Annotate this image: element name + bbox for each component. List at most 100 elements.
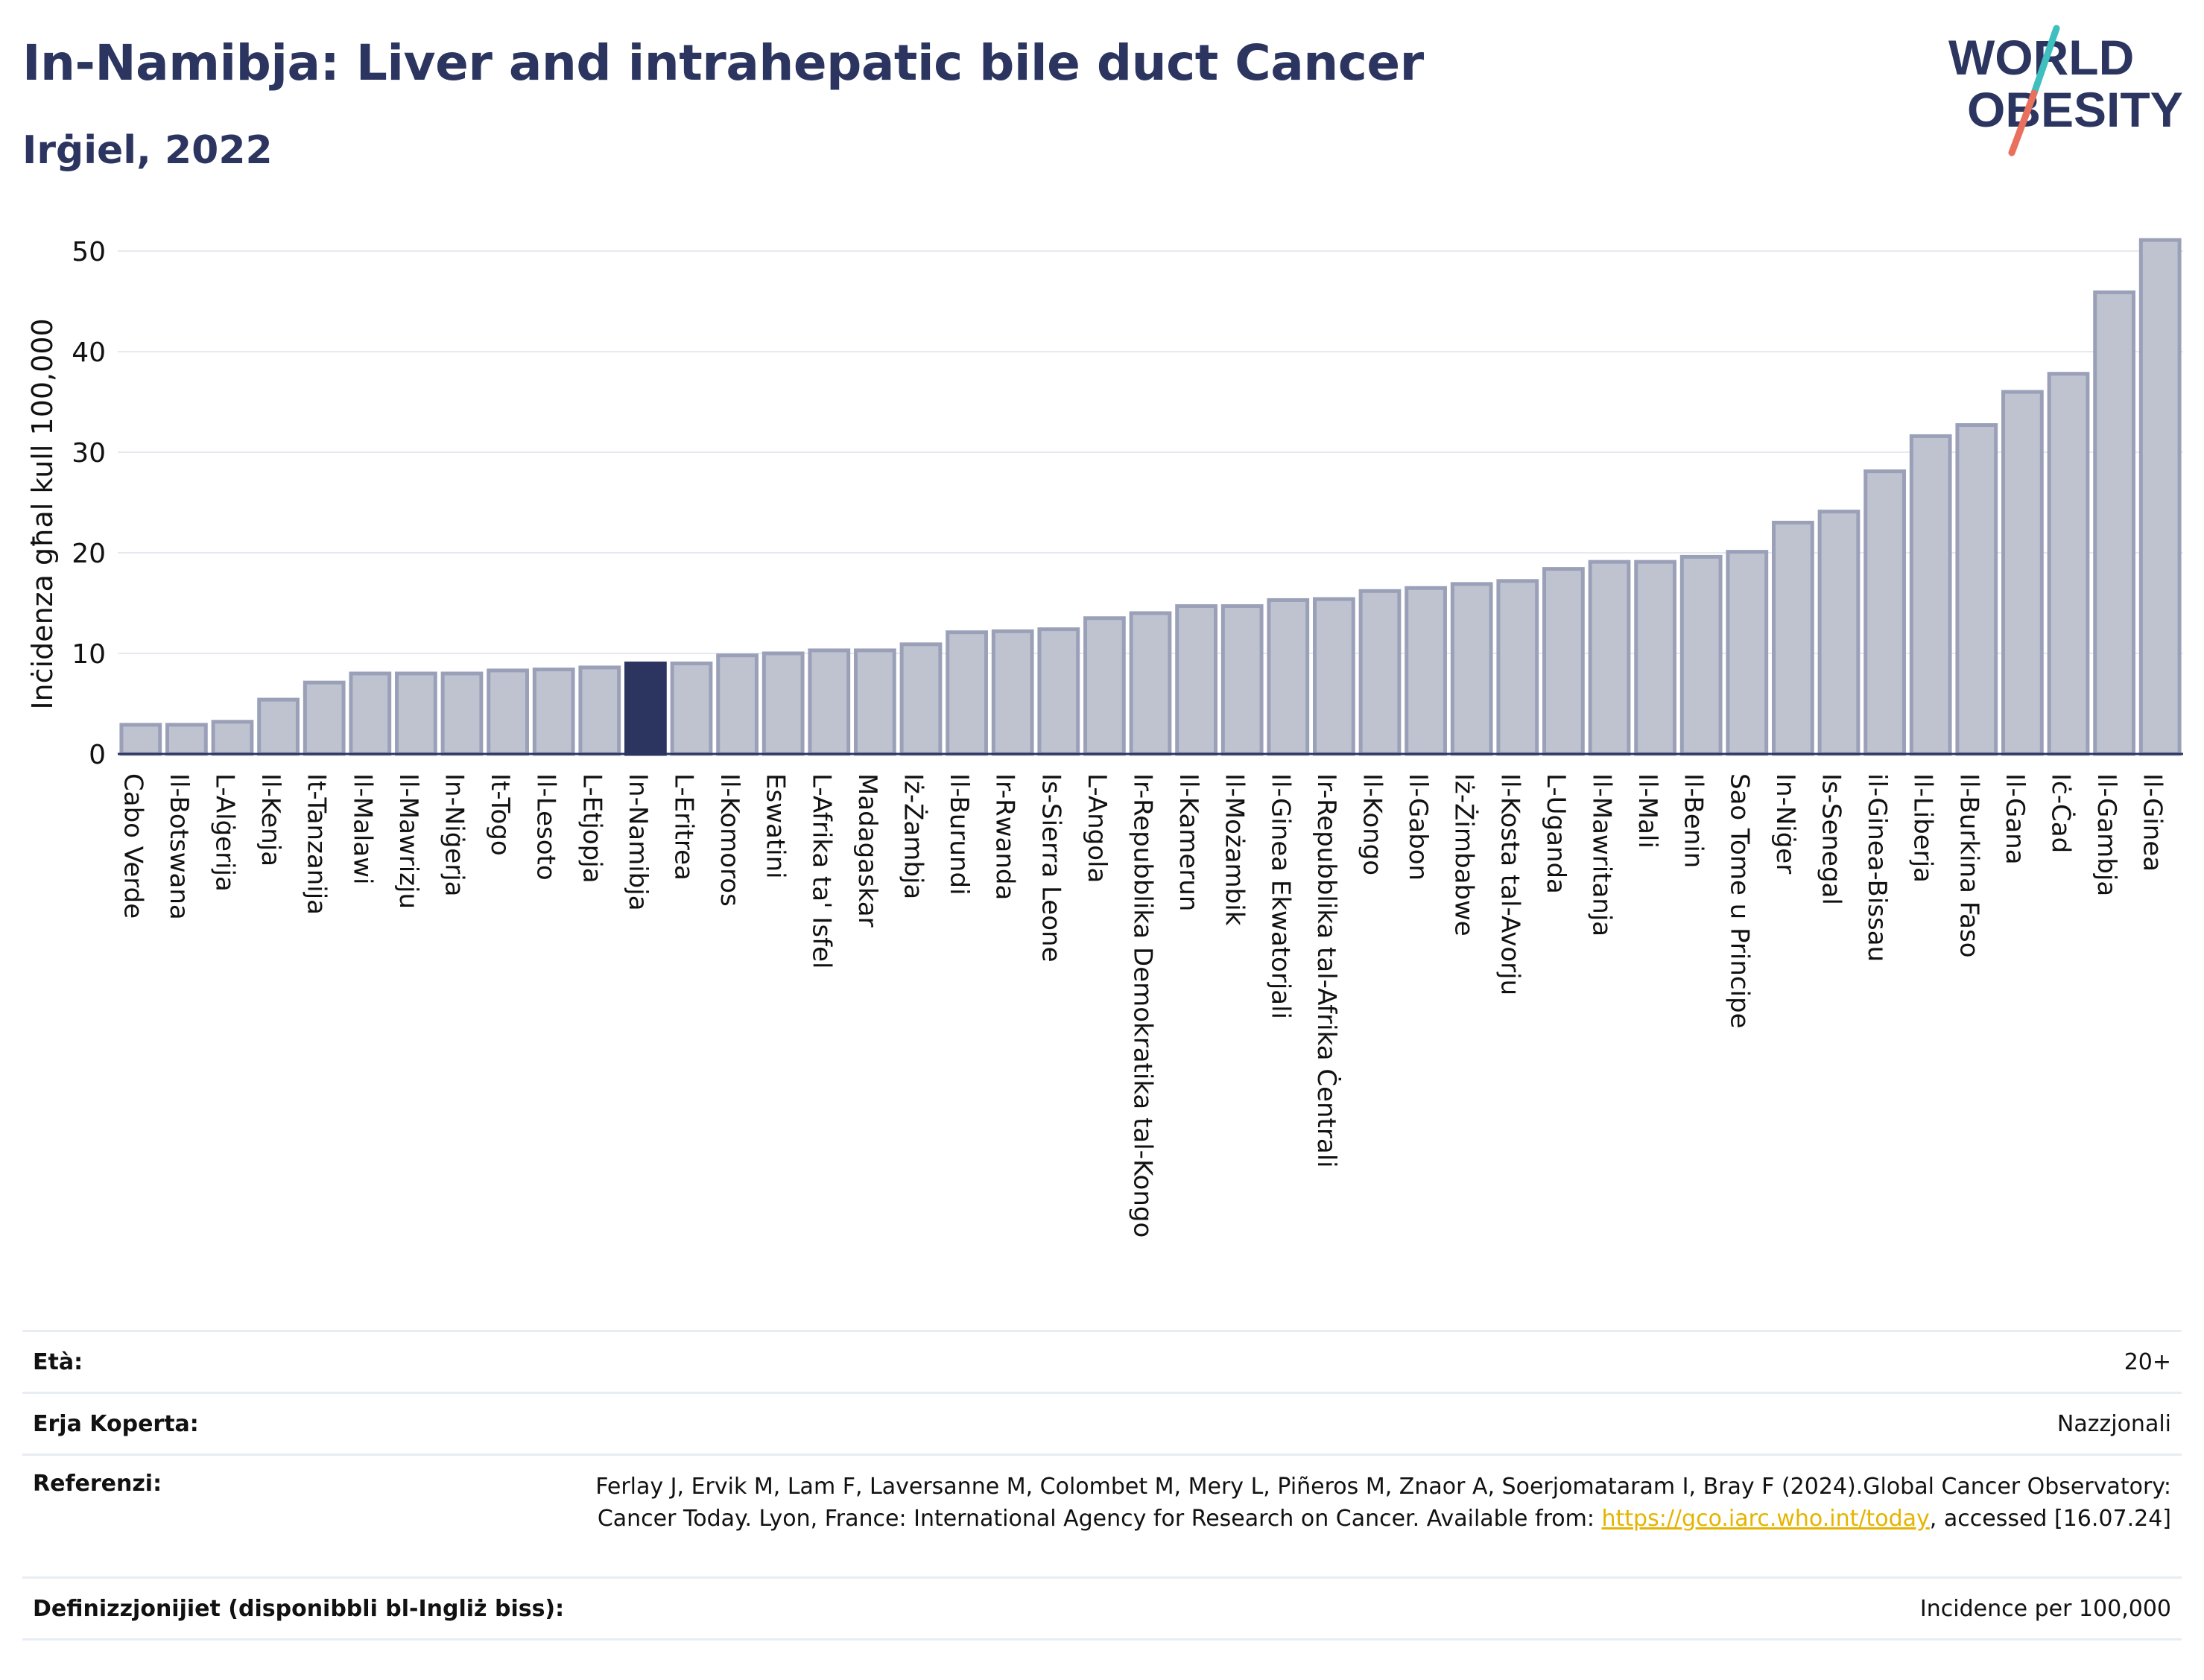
bar: [1267, 597, 1310, 756]
x-tick-label: Il-Komoros: [715, 773, 744, 907]
bar: [257, 697, 300, 756]
y-tick-label: 20: [72, 539, 106, 569]
chart-subtitle: Irġiel, 2022: [22, 128, 273, 173]
logo-slash-teal: [2030, 25, 2060, 97]
bar: [2047, 372, 2090, 756]
chart-title: In-Namibja: Liver and intrahepatic bile …: [22, 34, 1424, 92]
bar: [1955, 423, 1998, 756]
x-tick-label: Il-Liberja: [1908, 773, 1938, 883]
bar: [1542, 567, 1585, 756]
bar: [1450, 582, 1493, 756]
x-tick-label: Il-Lesoto: [531, 773, 561, 881]
bar: [1817, 510, 1861, 756]
bar: [854, 648, 896, 756]
x-tick-label: L-Eritrea: [669, 773, 699, 881]
x-tick-label: L-Uganda: [1541, 773, 1571, 894]
bar: [1405, 586, 1447, 756]
bar: [2138, 238, 2182, 756]
references-link[interactable]: https://gco.iarc.who.int/today: [1601, 1506, 1930, 1532]
x-tick-label: Il-Kenja: [256, 773, 285, 866]
y-tick-label: 50: [72, 237, 106, 267]
x-tick-label: Iż-Żimbabwe: [1449, 773, 1479, 936]
bar: [2001, 390, 2044, 756]
bar: [487, 668, 529, 756]
bar: [1037, 627, 1080, 756]
bar: [1358, 589, 1402, 756]
x-tick-label: Il-Ginea Ekwatorjali: [1265, 773, 1295, 1019]
y-axis-ticks: 0 10 20 30 40 50: [72, 237, 106, 770]
x-tick-label: Il-Botswana: [164, 773, 194, 920]
bar: [716, 653, 759, 756]
logo-line2: OBESITY: [1967, 82, 2183, 137]
coverage-row: Erja Koperta: Nazzjonali: [22, 1392, 2182, 1454]
x-tick-label: Il-Gana: [2000, 773, 2030, 865]
bars: [119, 238, 2182, 756]
y-axis-label: Inċidenza għal kull 100,000: [26, 318, 59, 709]
bar: [395, 671, 437, 756]
world-obesity-logo: WORLD OBESITY: [1948, 25, 2183, 156]
x-tick-label: L-Afrika ta' Isfel: [806, 773, 836, 969]
bar: [624, 662, 667, 756]
x-tick-label: Madagaskar: [852, 773, 882, 928]
definitions-row: Definizzjonijiet (disponibbli bl-Ingliż …: [22, 1576, 2182, 1641]
bar: [440, 671, 484, 756]
age-label: Età:: [33, 1348, 83, 1375]
x-tick-label: Eswatini: [761, 773, 791, 879]
bar: [991, 629, 1034, 756]
age-value: 20+: [2124, 1348, 2171, 1375]
x-tick-label: Il-Kamerun: [1174, 773, 1203, 911]
x-tick-label: Il-Burundi: [944, 773, 974, 896]
x-tick-label: In-Niġerja: [440, 773, 469, 896]
x-tick-label: Il-Burkina Faso: [1954, 773, 1983, 958]
references-value: Ferlay J, Ervik M, Lam F, Laversanne M, …: [569, 1471, 2171, 1535]
bar: [211, 720, 254, 756]
x-tick-label: Il-Możambik: [1220, 773, 1250, 926]
x-tick-label: Il-Mawrizju: [393, 773, 423, 909]
references-text: Ferlay J, Ervik M, Lam F, Laversanne M, …: [595, 1474, 2171, 1532]
bar: [1634, 560, 1676, 756]
x-tick-label: L-Etjopja: [577, 773, 607, 884]
bar: [899, 642, 943, 756]
bar: [1909, 434, 1952, 756]
bar: [165, 723, 208, 756]
x-tick-label: Ir-Repubblika Demokratika tal-Kongo: [1128, 773, 1158, 1237]
bar: [946, 630, 988, 756]
y-tick-label: 10: [72, 639, 106, 670]
bar: [303, 680, 346, 756]
x-tick-label: Ir-Repubblika tal-Afrika Ċentrali: [1311, 773, 1342, 1168]
bar: [1863, 469, 1906, 756]
bar: [670, 662, 713, 756]
bar-chart: 0 10 20 30 40 50 Cabo Verde Il-Botswana L-Alġer…: [26, 237, 2183, 1237]
bar: [1083, 616, 1126, 756]
x-tick-label: Cabo Verde: [118, 773, 148, 919]
x-tick-label: Iż-Żambja: [899, 773, 928, 899]
bar: [1175, 604, 1217, 756]
references-label: Referenzi:: [33, 1471, 162, 1497]
y-tick-label: 30: [72, 438, 106, 469]
x-tick-label: Ir-Rwanda: [990, 773, 1020, 900]
x-tick-label: il-Ginea-Bissau: [1862, 773, 1892, 962]
bar: [1772, 521, 1814, 756]
age-row: Età: 20+: [22, 1330, 2182, 1392]
x-tick-label: Is-Sierra Leone: [1036, 773, 1065, 963]
y-tick-label: 0: [89, 740, 106, 770]
x-tick-label: Il-Mawritanja: [1587, 773, 1617, 936]
y-tick-label: 40: [72, 337, 106, 368]
bar: [1496, 579, 1539, 756]
bar: [119, 723, 162, 756]
x-tick-label: Il-Mali: [1633, 773, 1662, 849]
bar: [578, 665, 621, 756]
x-tick-label: L-Alġerija: [210, 773, 240, 892]
x-tick-label: Il-Gambja: [2091, 773, 2121, 896]
x-tick-label: Sao Tome u Principe: [1724, 773, 1754, 1029]
coverage-value: Nazzjonali: [2056, 1410, 2171, 1437]
x-tick-label: L-Angola: [1082, 773, 1112, 883]
bar: [349, 671, 392, 756]
x-tick-label: Iċ-Ċad: [2046, 773, 2077, 853]
x-tick-label: Is-Senegal: [1817, 773, 1846, 905]
definitions-value: Incidence per 100,000: [1919, 1595, 2171, 1622]
x-axis-labels: Cabo Verde Il-Botswana L-Alġerija Il-Kenja I…: [118, 773, 2167, 1237]
definitions-label: Definizzjonijiet (disponibbli bl-Ingliż …: [33, 1595, 565, 1622]
x-tick-label: Il-Benin: [1679, 773, 1709, 868]
info-table: Età: 20+ Erja Koperta: Nazzjonali Refere…: [22, 1330, 2182, 1641]
